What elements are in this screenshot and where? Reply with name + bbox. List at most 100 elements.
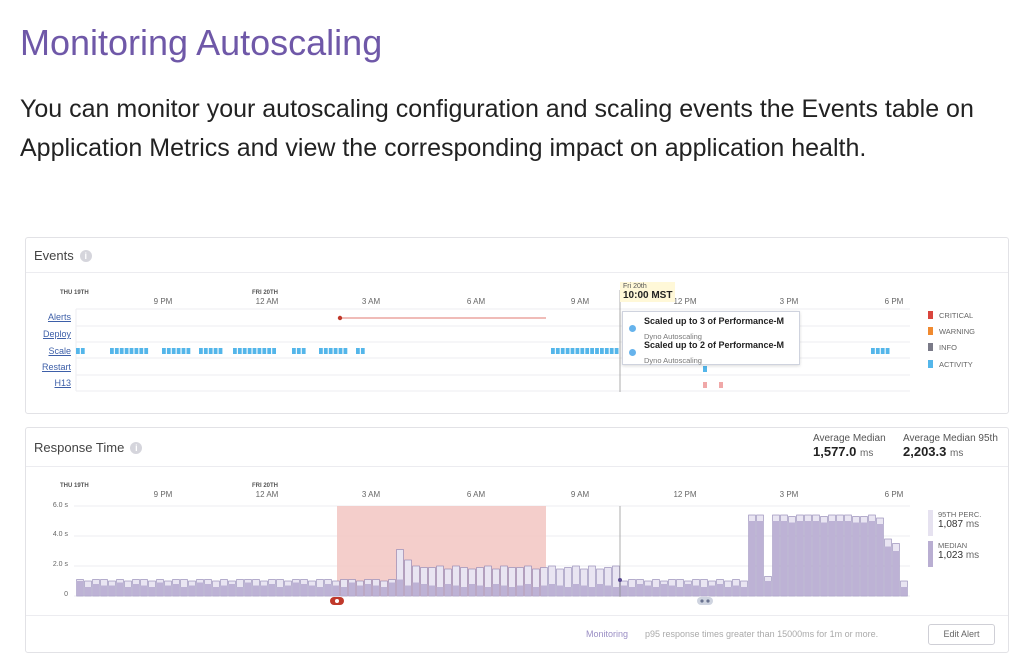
scale-event-mark[interactable] <box>171 348 176 354</box>
scale-event-mark[interactable] <box>233 348 237 354</box>
scale-event-mark[interactable] <box>237 348 242 354</box>
bar-median <box>364 584 372 596</box>
restart-event[interactable] <box>703 366 707 372</box>
scale-event-mark[interactable] <box>181 348 186 354</box>
scale-event-mark[interactable] <box>551 348 555 354</box>
scale-event-mark[interactable] <box>162 348 166 354</box>
scale-event-mark[interactable] <box>301 348 306 354</box>
row-label-deploy[interactable]: Deploy <box>42 329 71 339</box>
scale-event-mark[interactable] <box>176 348 181 354</box>
scale-event-mark[interactable] <box>880 348 885 354</box>
bar-median <box>620 585 628 596</box>
scale-event-mark[interactable] <box>319 348 323 354</box>
axis-tick: 12 AM <box>255 490 279 499</box>
edit-alert-button[interactable]: Edit Alert <box>928 624 995 645</box>
scale-event-mark[interactable] <box>80 348 85 354</box>
bar-median <box>156 582 164 596</box>
scale-event-mark[interactable] <box>885 348 890 354</box>
scale-event-mark[interactable] <box>333 348 338 354</box>
scale-event-mark[interactable] <box>560 348 565 354</box>
scale-event-mark[interactable] <box>203 348 208 354</box>
info-icon[interactable]: i <box>79 250 92 262</box>
bar-median <box>548 584 556 596</box>
y-tick-label: 2.0 s <box>52 561 68 568</box>
bar-median <box>92 584 100 596</box>
scale-event-mark[interactable] <box>292 348 296 354</box>
scale-event-mark[interactable] <box>323 348 328 354</box>
scale-event-mark[interactable] <box>247 348 252 354</box>
scale-event-mark[interactable] <box>76 348 80 354</box>
bar-median <box>852 522 860 596</box>
day-label-thu: THU 19TH <box>60 483 89 489</box>
alert-event[interactable] <box>337 315 546 321</box>
stat-value: 1,577.0 <box>813 444 857 459</box>
axis-tick: 6 PM <box>884 297 904 306</box>
row-label-alerts[interactable]: Alerts <box>47 312 71 322</box>
scale-event-mark[interactable] <box>565 348 570 354</box>
row-label-h13[interactable]: H13 <box>54 378 71 388</box>
scale-event-mark[interactable] <box>110 348 114 354</box>
scale-event-mark[interactable] <box>272 348 276 354</box>
scale-event-mark[interactable] <box>208 348 213 354</box>
scale-event-mark[interactable] <box>585 348 590 354</box>
bar-median <box>668 585 676 596</box>
scale-event-mark[interactable] <box>252 348 257 354</box>
stat-value-wrap: 2,203.3 ms <box>903 444 998 459</box>
scale-event-mark[interactable] <box>614 348 619 354</box>
scale-event-mark[interactable] <box>139 348 144 354</box>
scale-event-mark[interactable] <box>328 348 333 354</box>
scale-event-mark[interactable] <box>338 348 343 354</box>
scale-event-mark[interactable] <box>218 348 223 354</box>
scale-event-mark[interactable] <box>555 348 560 354</box>
scale-event-mark[interactable] <box>124 348 129 354</box>
scale-event-mark[interactable] <box>296 348 301 354</box>
scale-event-mark[interactable] <box>871 348 875 354</box>
h13-event[interactable] <box>719 382 723 388</box>
bar-median <box>340 587 348 596</box>
row-label-restart[interactable]: Restart <box>41 362 71 372</box>
scale-event-mark[interactable] <box>609 348 614 354</box>
scale-event-mark[interactable] <box>604 348 609 354</box>
stat-average-median-95th: Average Median 95th 2,203.3 ms <box>903 433 998 459</box>
bar-median <box>860 522 868 596</box>
axis-tick: 12 PM <box>673 490 697 499</box>
scale-event-mark[interactable] <box>129 348 134 354</box>
row-label-scale[interactable]: Scale <box>48 346 71 356</box>
scale-event-mark[interactable] <box>267 348 272 354</box>
scale-event-mark[interactable] <box>186 348 191 354</box>
scale-event-mark[interactable] <box>570 348 575 354</box>
scale-event-mark[interactable] <box>360 348 365 354</box>
legend-label: 95TH PERC. <box>938 510 982 519</box>
scale-event-mark[interactable] <box>595 348 599 354</box>
scale-event-mark[interactable] <box>119 348 124 354</box>
scale-event-mark[interactable] <box>875 348 880 354</box>
scale-event-mark[interactable] <box>575 348 580 354</box>
scale-event-mark[interactable] <box>166 348 171 354</box>
info-icon[interactable]: i <box>130 442 143 454</box>
scale-event-mark[interactable] <box>114 348 119 354</box>
legend-swatch <box>928 327 933 335</box>
scale-event-mark[interactable] <box>134 348 139 354</box>
scale-event-mark[interactable] <box>262 348 267 354</box>
autoscale-marker[interactable] <box>697 597 713 605</box>
scale-event-mark[interactable] <box>343 348 348 354</box>
scale-event-mark[interactable] <box>356 348 360 354</box>
bar-median <box>132 584 140 596</box>
bar-median <box>300 584 308 596</box>
bar-median <box>476 585 484 596</box>
tooltip-item-subtitle: Dyno Autoscaling <box>644 332 702 341</box>
scale-event-mark[interactable] <box>242 348 247 354</box>
legend-label: CRITICAL <box>939 311 974 320</box>
scale-event-mark[interactable] <box>199 348 203 354</box>
alert-marker[interactable] <box>330 597 344 605</box>
scale-events[interactable] <box>76 348 890 354</box>
axis-tick: 3 PM <box>779 297 799 306</box>
scale-event-mark[interactable] <box>257 348 262 354</box>
scale-event-mark[interactable] <box>213 348 218 354</box>
scale-event-mark[interactable] <box>590 348 594 354</box>
scale-event-mark[interactable] <box>600 348 604 354</box>
h13-event[interactable] <box>703 382 707 388</box>
scale-event-mark[interactable] <box>144 348 149 354</box>
cursor-point <box>618 578 622 582</box>
scale-event-mark[interactable] <box>580 348 585 354</box>
